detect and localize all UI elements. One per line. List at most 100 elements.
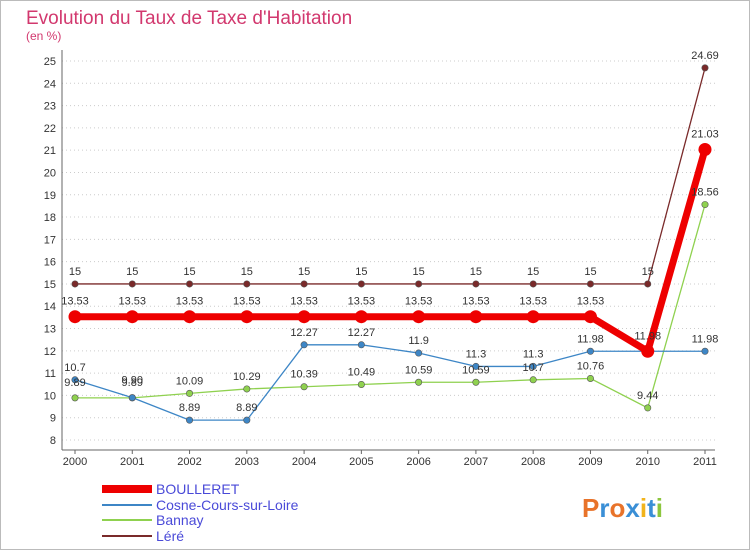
- data-point: [412, 310, 426, 324]
- y-tick-label: 18: [44, 212, 56, 224]
- data-label: 13.53: [290, 296, 318, 308]
- y-tick-label: 25: [44, 56, 56, 68]
- data-point: [586, 347, 594, 355]
- data-label: 10.29: [233, 371, 261, 383]
- data-point: [415, 378, 423, 386]
- data-label: 11.98: [692, 333, 719, 345]
- x-tick-label: 2004: [292, 456, 316, 468]
- data-label: 15: [642, 266, 654, 278]
- data-label: 10.7: [522, 362, 543, 374]
- x-tick-label: 2006: [406, 456, 430, 468]
- data-point: [300, 383, 308, 391]
- data-point: [243, 416, 251, 424]
- data-point: [183, 310, 197, 324]
- data-point: [300, 280, 308, 288]
- y-tick-label: 23: [44, 101, 56, 113]
- data-label: 15: [241, 266, 253, 278]
- y-tick-label: 15: [44, 279, 56, 291]
- y-tick-label: 24: [44, 78, 56, 90]
- y-tick-label: 13: [44, 324, 56, 336]
- data-label: 13.53: [405, 296, 433, 308]
- data-point: [128, 394, 136, 402]
- logo-letter: i: [656, 493, 663, 523]
- data-point: [644, 280, 652, 288]
- data-label: 12.27: [348, 327, 376, 339]
- series-line: [75, 148, 709, 355]
- data-point: [128, 280, 136, 288]
- data-point: [186, 389, 194, 397]
- data-point: [243, 280, 251, 288]
- legend-label: Bannay: [156, 512, 203, 528]
- chart-subtitle: (en %): [26, 29, 61, 43]
- data-point: [71, 280, 79, 288]
- data-point: [529, 362, 537, 370]
- data-point: [354, 310, 368, 324]
- data-label: 15: [584, 266, 596, 278]
- data-label: 9.89: [122, 377, 143, 389]
- data-point: [415, 280, 423, 288]
- y-tick-label: 16: [44, 257, 56, 269]
- data-point: [586, 374, 594, 382]
- data-label: 13.53: [577, 296, 605, 308]
- data-label: 13.53: [462, 296, 490, 308]
- data-label: 11.3: [466, 348, 487, 360]
- axes: [61, 50, 715, 454]
- data-label: 18.56: [691, 187, 719, 199]
- data-label: 13.53: [119, 296, 147, 308]
- data-label: 13.53: [233, 296, 261, 308]
- data-point: [472, 378, 480, 386]
- data-label: 15: [69, 266, 81, 278]
- proxiti-logo: Proxiti: [582, 493, 663, 523]
- data-label: 15: [527, 266, 539, 278]
- x-tick-label: 2003: [235, 456, 259, 468]
- y-tick-label: 19: [44, 190, 56, 202]
- x-tick-label: 2009: [578, 456, 602, 468]
- data-point: [240, 310, 254, 324]
- data-label: 8.89: [179, 402, 200, 414]
- y-tick-label: 20: [44, 167, 56, 179]
- legend-label: BOULLERET: [156, 481, 240, 497]
- data-labels-layer: 13.53 13.53 13.53 13.53 13.53 13.53 13.53 13.53…: [61, 50, 719, 414]
- data-point: [472, 280, 480, 288]
- data-point: [701, 201, 709, 209]
- data-label: 15: [183, 266, 195, 278]
- data-point: [125, 310, 139, 324]
- series-layer: [68, 64, 712, 424]
- data-point: [586, 280, 594, 288]
- y-tick-label: 21: [44, 145, 56, 157]
- data-point: [415, 349, 423, 357]
- data-label: 15: [126, 266, 138, 278]
- x-tick-label: 2010: [635, 456, 659, 468]
- data-label: 9.44: [637, 390, 658, 402]
- data-point: [701, 64, 709, 72]
- data-point: [71, 376, 79, 384]
- y-tick-label: 9: [50, 413, 56, 425]
- logo-letter: r: [599, 493, 609, 523]
- series-line: [75, 67, 706, 285]
- x-tick-label: 2008: [521, 456, 545, 468]
- data-label: 11.9: [408, 335, 429, 347]
- data-point: [357, 280, 365, 288]
- logo-letter: P: [582, 493, 599, 523]
- data-point: [529, 376, 537, 384]
- data-point: [529, 280, 537, 288]
- x-tick-label: 2011: [693, 456, 717, 468]
- x-tick-label: 2007: [464, 456, 488, 468]
- data-point: [68, 310, 82, 324]
- data-point: [71, 394, 79, 402]
- data-label: 24.69: [691, 50, 719, 62]
- y-tick-label: 14: [44, 301, 56, 313]
- data-point: [243, 385, 251, 393]
- data-point: [472, 362, 480, 370]
- data-label: 10.76: [577, 360, 605, 372]
- data-point: [698, 143, 712, 157]
- data-point: [297, 310, 311, 324]
- x-tick-label: 2000: [63, 456, 87, 468]
- data-label: 13.53: [176, 296, 204, 308]
- y-axis-ticks: 8 9 10 11 12 13 14 15 16 17 18 19 20 21 22 23 24 25: [44, 56, 56, 447]
- series-line: [74, 344, 705, 421]
- logo-letter: o: [609, 493, 625, 523]
